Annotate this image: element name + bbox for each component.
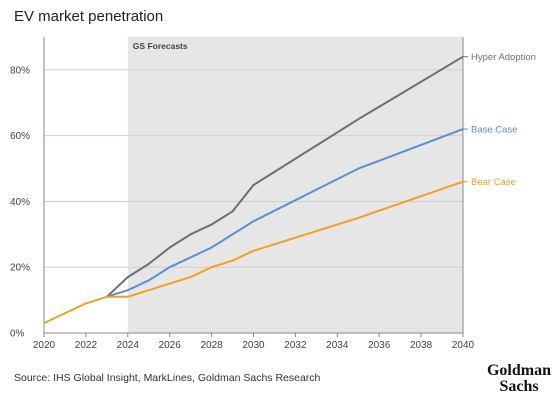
series-line-hyper-adoption bbox=[106, 55, 464, 298]
logo-line-1: Goldman bbox=[487, 362, 551, 379]
x-tick-label: 2020 bbox=[33, 340, 56, 351]
x-tick-label: 2028 bbox=[200, 340, 223, 351]
forecast-region-label: GS Forecasts bbox=[133, 41, 188, 51]
axes: 0% 20% 40% 60% 80% 2020 2022 2024 2026 2028 2030 20… bbox=[10, 37, 475, 351]
x-tick-label: 2026 bbox=[159, 340, 182, 351]
series-line-bear-case bbox=[43, 180, 464, 325]
chart-title: EV market penetration bbox=[14, 8, 163, 25]
forecast-shaded-region bbox=[127, 37, 464, 333]
x-tick-label: 2024 bbox=[117, 340, 140, 351]
y-tick-label: 20% bbox=[10, 263, 30, 274]
series-lines bbox=[43, 55, 464, 325]
x-tick-label: 2034 bbox=[326, 340, 349, 351]
x-tick-label: 2022 bbox=[75, 340, 98, 351]
x-tick-label: 2038 bbox=[410, 340, 433, 351]
y-tick-label: 60% bbox=[10, 131, 30, 142]
source-note: Source: IHS Global Insight, MarkLines, G… bbox=[14, 372, 321, 384]
x-tick-label: 2036 bbox=[368, 340, 391, 351]
y-tick-label: 0% bbox=[10, 329, 25, 340]
x-tick-label: 2040 bbox=[452, 340, 475, 351]
gridlines bbox=[44, 69, 463, 268]
goldman-sachs-logo: Goldman Sachs bbox=[487, 362, 551, 395]
series-label-bear-case: Bear Case bbox=[471, 177, 516, 188]
y-tick-label: 80% bbox=[10, 65, 30, 76]
series-line-base-case bbox=[106, 128, 464, 298]
series-labels: Hyper Adoption Base Case Bear Case bbox=[463, 52, 536, 188]
series-label-hyper-adoption: Hyper Adoption bbox=[471, 52, 536, 63]
logo-line-2: Sachs bbox=[499, 378, 538, 395]
x-tick-label: 2032 bbox=[284, 340, 307, 351]
x-tick-label: 2030 bbox=[242, 340, 265, 351]
series-label-base-case: Base Case bbox=[471, 125, 517, 136]
y-tick-label: 40% bbox=[10, 197, 30, 208]
